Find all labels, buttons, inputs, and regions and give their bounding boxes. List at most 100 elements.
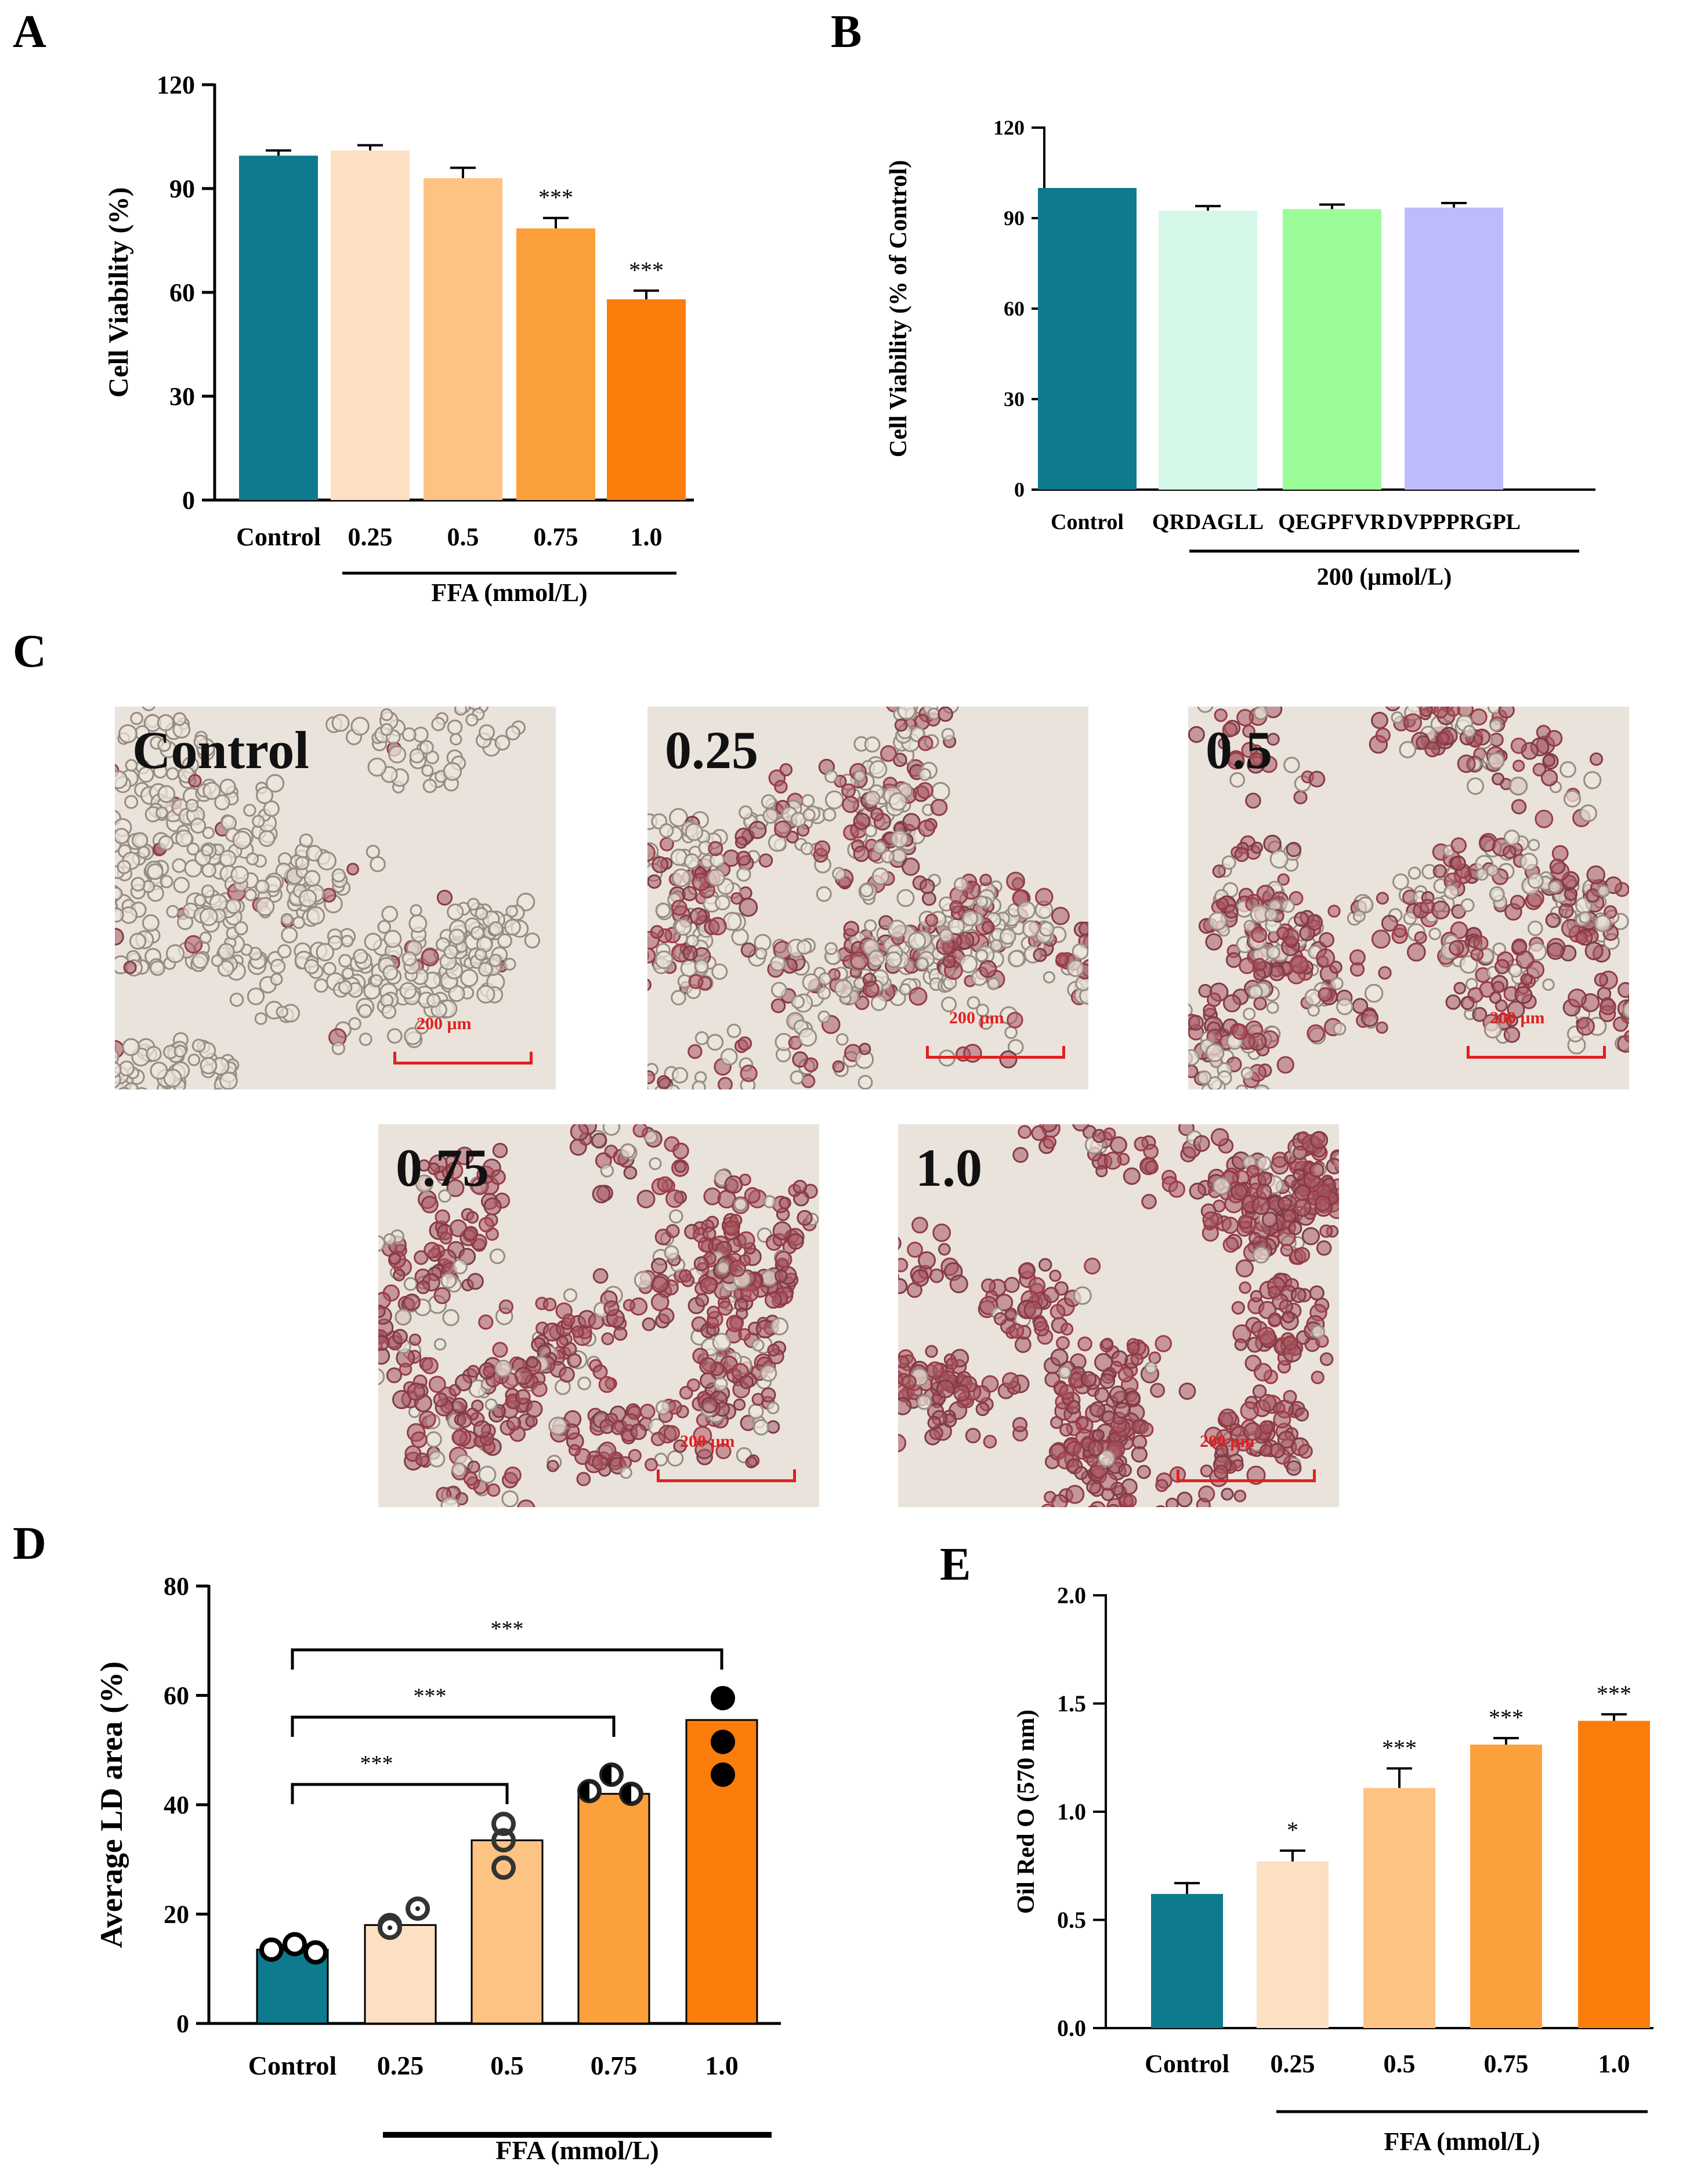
cell [600, 1164, 614, 1178]
cell [478, 1314, 494, 1330]
cell [628, 1449, 642, 1462]
cell [765, 1291, 782, 1309]
cell [1216, 897, 1229, 910]
cell [409, 748, 425, 763]
cell [888, 792, 907, 811]
cell [1356, 896, 1374, 914]
cell [1309, 1163, 1325, 1178]
significance-mark: *** [1382, 1735, 1417, 1761]
cell [1148, 1351, 1161, 1364]
cell [276, 1005, 288, 1019]
cell [386, 1367, 402, 1384]
cell [447, 903, 464, 921]
cell [135, 1087, 148, 1089]
cell [1229, 772, 1245, 788]
cell [392, 1390, 411, 1410]
cell [649, 1157, 662, 1171]
y-tick-label: 1.0 [1057, 1799, 1086, 1825]
cell [1137, 1465, 1151, 1479]
cell [547, 1460, 559, 1472]
cell [172, 858, 187, 873]
cell [822, 808, 837, 822]
cell [451, 1429, 468, 1446]
cell [1234, 1338, 1247, 1351]
cell [716, 1261, 730, 1275]
cell [1101, 1338, 1114, 1351]
cell [490, 1169, 506, 1185]
cell [1407, 866, 1421, 880]
cell [226, 898, 241, 914]
cell [1463, 725, 1476, 738]
cell [1586, 865, 1605, 885]
cell [711, 963, 728, 980]
cell [1252, 1384, 1267, 1399]
cell [172, 712, 187, 726]
cell [1258, 1393, 1277, 1412]
cell [1520, 973, 1533, 986]
cell [219, 1071, 238, 1089]
cell [824, 790, 844, 810]
cell [654, 950, 674, 969]
cell [256, 786, 274, 804]
bar [1159, 211, 1257, 490]
cell [1221, 1487, 1234, 1501]
cell [800, 842, 814, 856]
cell [157, 714, 175, 732]
cell [163, 1069, 182, 1088]
x-tick-label: 0.5 [447, 523, 479, 551]
cell [403, 1277, 418, 1291]
cell [1507, 1000, 1525, 1019]
cell-texture [378, 1124, 819, 1507]
cell [258, 830, 276, 847]
cell [115, 928, 124, 946]
cell [1065, 1485, 1085, 1504]
bar [1151, 1894, 1223, 2028]
x-tick-label: 1.0 [1598, 2050, 1630, 2078]
cell [659, 823, 674, 838]
cell [1004, 1277, 1020, 1293]
cell [1193, 1135, 1210, 1152]
cell [1269, 849, 1289, 869]
cell [1561, 918, 1580, 938]
cell [234, 921, 248, 936]
cell [665, 1223, 680, 1239]
cell [1188, 1015, 1204, 1031]
cell [824, 942, 838, 955]
cell [761, 1269, 778, 1287]
cell [1017, 900, 1036, 919]
bar [239, 155, 318, 501]
cell [639, 1403, 656, 1420]
data-point [303, 1940, 328, 1965]
cell [1245, 792, 1261, 809]
cell [1559, 761, 1576, 778]
cell [142, 707, 155, 711]
cell [188, 774, 202, 788]
bar [1283, 209, 1381, 490]
cell [505, 725, 520, 741]
cell [1155, 1505, 1166, 1507]
cell [467, 1460, 480, 1473]
cell [911, 1217, 928, 1234]
cell [963, 1044, 982, 1063]
cell [378, 1304, 386, 1319]
cell [1563, 790, 1582, 808]
cell [359, 1032, 372, 1046]
cell [331, 1041, 346, 1055]
cell [1006, 871, 1025, 891]
x-tick-label: 0.5 [1384, 2050, 1416, 2078]
cell [645, 1458, 658, 1472]
cell [1446, 707, 1460, 717]
cell [1532, 762, 1547, 777]
cell [1257, 1326, 1276, 1345]
cell [926, 1361, 945, 1380]
cell [146, 1046, 162, 1062]
cell [802, 808, 816, 821]
cell [1072, 943, 1088, 960]
cell [1043, 971, 1055, 984]
cell [504, 1466, 522, 1484]
cell [1399, 741, 1417, 759]
cell [478, 1217, 494, 1233]
cell [115, 1049, 120, 1065]
chart-e: 0.0 0.5 1.0 1.5 2.0 Oil Red O (570 nm) Control… [1013, 1583, 1653, 2156]
cell [421, 948, 439, 966]
